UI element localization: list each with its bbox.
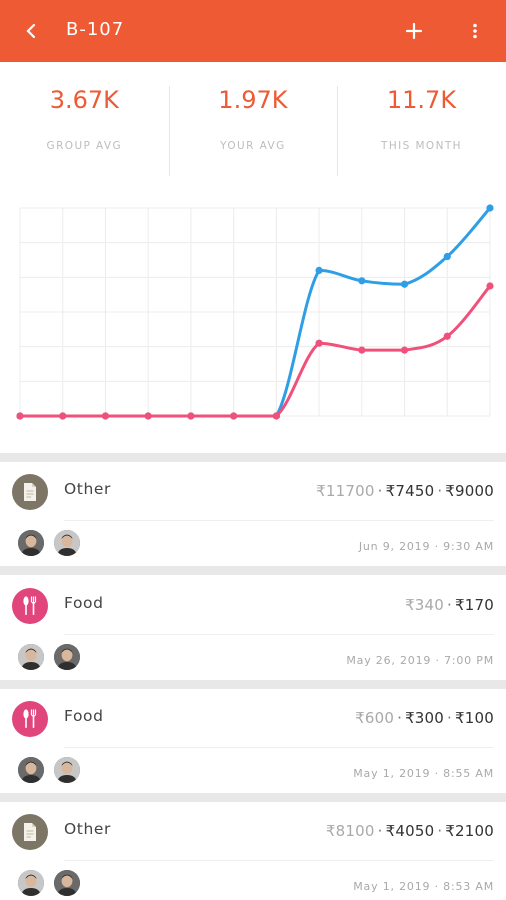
expense-card[interactable]: Food ₹600 · ₹300 · ₹100 May 1, 2019 · 8:55 A… bbox=[0, 689, 506, 793]
participant-avatars bbox=[18, 530, 80, 556]
avatar[interactable] bbox=[54, 530, 80, 556]
expense-timestamp: May 1, 2019 · 8:53 AM bbox=[353, 880, 494, 893]
data-point bbox=[358, 346, 366, 354]
total-amount: ₹8100 bbox=[325, 822, 375, 840]
divider bbox=[0, 566, 506, 575]
avatar[interactable] bbox=[54, 757, 80, 783]
data-point bbox=[144, 412, 152, 420]
expense-card[interactable]: Food ₹340 · ₹170 May 26, 2019 · 7:00 PM bbox=[0, 576, 506, 680]
document-icon bbox=[12, 814, 48, 850]
data-point bbox=[400, 280, 409, 288]
data-point bbox=[187, 412, 195, 420]
stat-group-avg: 3.67K GROUP AVG bbox=[0, 62, 169, 190]
participant-avatars bbox=[18, 757, 80, 783]
amount-separator: · bbox=[377, 822, 383, 840]
share-amount: ₹9000 bbox=[445, 482, 494, 500]
fork-spoon-icon bbox=[12, 588, 48, 624]
data-point bbox=[358, 277, 366, 285]
avatar[interactable] bbox=[18, 530, 44, 556]
total-amount: ₹11700 bbox=[316, 482, 375, 500]
expense-category: Food bbox=[64, 707, 104, 725]
expense-amounts: ₹8100 · ₹4050 · ₹2100 bbox=[326, 822, 494, 840]
data-point bbox=[315, 266, 323, 274]
card-divider bbox=[64, 860, 494, 861]
fork-spoon-icon bbox=[12, 701, 48, 737]
expense-timestamp: Jun 9, 2019 · 9:30 AM bbox=[358, 540, 494, 553]
share-amount: ₹4050 bbox=[385, 822, 435, 840]
avatar[interactable] bbox=[18, 870, 44, 896]
expense-category: Food bbox=[64, 594, 104, 612]
divider bbox=[0, 453, 506, 462]
plus-icon[interactable] bbox=[400, 16, 428, 46]
divider bbox=[0, 680, 506, 689]
stat-your-avg: 1.97K YOUR AVG bbox=[168, 62, 338, 190]
more-vertical-icon[interactable] bbox=[464, 16, 486, 46]
expense-amounts: ₹340 · ₹170 bbox=[405, 596, 494, 614]
avatar[interactable] bbox=[54, 644, 80, 670]
amount-separator: · bbox=[437, 482, 443, 500]
stat-value: 11.7K bbox=[386, 86, 457, 114]
data-point bbox=[59, 412, 67, 420]
spending-line-chart bbox=[16, 204, 494, 420]
share-amount: ₹7450 bbox=[385, 482, 435, 500]
data-point bbox=[443, 332, 451, 340]
data-point bbox=[315, 339, 323, 347]
amount-separator: · bbox=[437, 822, 443, 840]
data-point bbox=[101, 412, 110, 420]
data-point bbox=[230, 412, 238, 420]
data-point bbox=[486, 282, 494, 290]
share-amount: ₹2100 bbox=[445, 822, 494, 840]
stats-summary: 3.67K GROUP AVG 1.97K YOUR AVG 11.7K THI… bbox=[0, 62, 506, 190]
share-amount: ₹170 bbox=[455, 596, 494, 614]
amount-separator: · bbox=[377, 482, 383, 500]
stat-label: GROUP AVG bbox=[46, 140, 123, 152]
stat-label: YOUR AVG bbox=[220, 140, 286, 152]
app-bar: B-107 bbox=[0, 0, 506, 62]
divider bbox=[0, 793, 506, 802]
avatar[interactable] bbox=[18, 644, 44, 670]
card-divider bbox=[64, 634, 494, 635]
expense-amounts: ₹11700 · ₹7450 · ₹9000 bbox=[316, 482, 494, 500]
stat-this-month: 11.7K THIS MONTH bbox=[337, 62, 506, 190]
expense-card[interactable]: Other ₹8100 · ₹4050 · ₹2100 May 1, 2019 · 8:… bbox=[0, 802, 506, 900]
chevron-left-icon[interactable] bbox=[20, 16, 44, 46]
total-amount: ₹600 bbox=[355, 709, 395, 727]
amount-separator: · bbox=[447, 596, 453, 614]
stat-value: 3.67K bbox=[49, 86, 119, 114]
stat-value: 1.97K bbox=[218, 86, 288, 114]
amount-separator: · bbox=[397, 709, 403, 727]
stat-label: THIS MONTH bbox=[381, 140, 462, 152]
document-icon bbox=[12, 474, 48, 510]
participant-avatars bbox=[18, 644, 80, 670]
participant-avatars bbox=[18, 870, 80, 896]
expense-category: Other bbox=[64, 480, 112, 498]
data-point bbox=[443, 252, 451, 261]
data-point bbox=[16, 412, 24, 420]
expense-timestamp: May 1, 2019 · 8:55 AM bbox=[353, 767, 494, 780]
avatar[interactable] bbox=[18, 757, 44, 783]
expense-timestamp: May 26, 2019 · 7:00 PM bbox=[346, 654, 494, 667]
share-amount: ₹300 bbox=[405, 709, 445, 727]
avatar[interactable] bbox=[54, 870, 80, 896]
expense-category: Other bbox=[64, 820, 112, 838]
data-point bbox=[400, 346, 409, 354]
series-line-1 bbox=[20, 285, 492, 418]
expense-card[interactable]: Other ₹11700 · ₹7450 · ₹9000 Jun 9, 2019 · 9… bbox=[0, 462, 506, 566]
amount-separator: · bbox=[447, 709, 453, 727]
total-amount: ₹340 bbox=[405, 596, 445, 614]
card-divider bbox=[64, 520, 494, 521]
card-divider bbox=[64, 747, 494, 748]
expense-amounts: ₹600 · ₹300 · ₹100 bbox=[355, 709, 494, 727]
data-point bbox=[486, 204, 494, 212]
share-amount: ₹100 bbox=[455, 709, 494, 727]
data-point bbox=[272, 412, 280, 420]
page-title: B-107 bbox=[66, 19, 125, 40]
